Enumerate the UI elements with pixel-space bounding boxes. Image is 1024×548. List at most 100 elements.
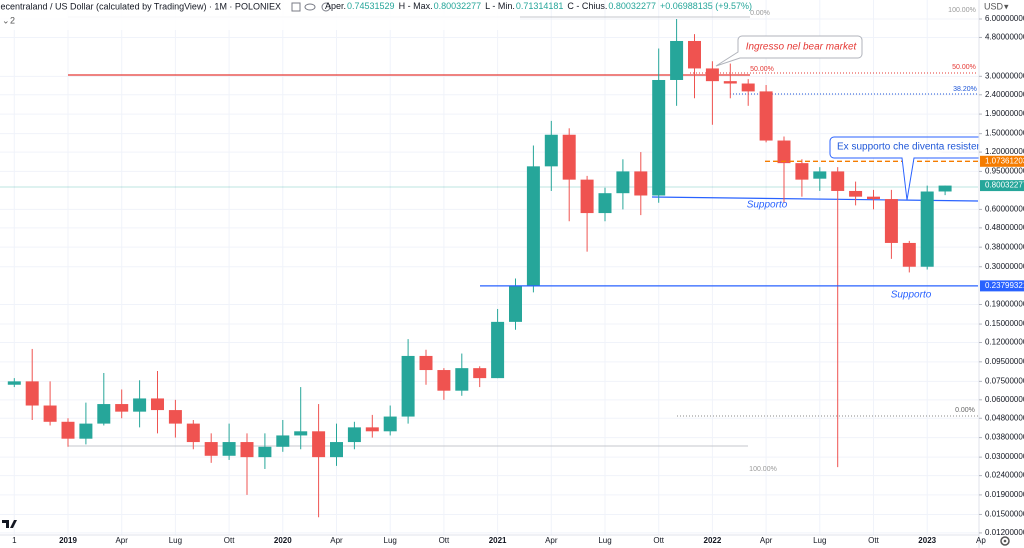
- candle-body: [831, 171, 845, 191]
- currency[interactable]: USD: [984, 1, 1004, 11]
- x-tick-label: Lug: [169, 536, 182, 545]
- x-tick-label: Lug: [384, 536, 397, 545]
- candle-body: [491, 321, 505, 379]
- fib-label: 100.00%: [948, 7, 976, 14]
- annotation: Supporto: [891, 290, 932, 301]
- candle-body: [437, 370, 451, 391]
- candle-body: [705, 68, 719, 82]
- candle-body: [938, 185, 952, 192]
- candle-body: [884, 199, 898, 243]
- icon[interactable]: [291, 2, 301, 12]
- y-tick-label: 0.09500000: [985, 357, 1024, 366]
- x-tick-label: 2020: [274, 536, 292, 545]
- pane-toggle[interactable]: ⌄: [2, 15, 10, 25]
- y-tick-label: 0.07500000: [985, 376, 1024, 385]
- x-tick-label: Ap: [976, 536, 986, 545]
- icon[interactable]: [304, 3, 316, 11]
- ohlc-item: L - Min.: [485, 1, 515, 11]
- candle-body: [849, 190, 863, 197]
- candle-body: [168, 410, 182, 424]
- y-tick-label: 0.01500000: [985, 510, 1024, 519]
- x-tick-label: 1: [12, 536, 17, 545]
- ohlc-item: +0.06988135 (+9.57%): [660, 1, 752, 11]
- price-badge-label: 1.07361203: [985, 156, 1024, 165]
- candle-body: [526, 166, 540, 286]
- gear-icon[interactable]: [1003, 539, 1007, 543]
- x-tick-label: Ott: [224, 536, 235, 545]
- tradingview-logo: [2, 520, 17, 528]
- currency-toggle[interactable]: ▾: [1004, 1, 1009, 11]
- candle-body: [115, 404, 129, 412]
- x-tick-label: 2023: [918, 536, 936, 545]
- x-tick-label: Ott: [653, 536, 664, 545]
- x-tick-label: Ott: [868, 536, 879, 545]
- ohlc-item: H - Max.: [399, 1, 433, 11]
- logo: [2, 520, 17, 528]
- candle-body: [312, 431, 326, 458]
- gear-icon[interactable]: [1000, 536, 1010, 546]
- candle-body: [652, 79, 666, 196]
- pane-count[interactable]: 2: [10, 15, 15, 25]
- candle-body: [330, 442, 343, 458]
- candle-body: [151, 398, 164, 411]
- annotation: Supporto: [747, 200, 788, 211]
- candle-body: [688, 40, 701, 69]
- candle-body: [759, 91, 773, 141]
- y-tick-label: 1.50000000: [985, 129, 1024, 138]
- symbol-title: Decentraland / US Dollar (calculated by …: [0, 1, 281, 11]
- candle-body: [920, 191, 934, 267]
- icon[interactable]: [321, 2, 331, 12]
- candle-body: [562, 134, 576, 180]
- price-badge: [980, 180, 1024, 192]
- y-tick-label: 0.03800000: [985, 433, 1024, 442]
- price-badge-label: 0.23799321: [985, 281, 1024, 290]
- y-tick-label: 0.95000000: [985, 167, 1024, 176]
- candle-body: [186, 423, 200, 443]
- settings[interactable]: [1000, 536, 1010, 546]
- y-tick-label: 0.19000000: [985, 300, 1024, 309]
- candle-body: [258, 446, 272, 458]
- candles: [7, 19, 952, 518]
- candle-body: [741, 83, 755, 92]
- candle-body: [902, 242, 916, 267]
- candle-body: [347, 427, 361, 443]
- price-levels: [480, 160, 978, 287]
- candle-body: [294, 431, 308, 436]
- y-tick-label: 0.12000000: [985, 338, 1024, 347]
- candle-body: [97, 404, 111, 424]
- x-tick-label: Lug: [813, 536, 826, 545]
- ohlc-item: 0.80032277: [608, 1, 656, 11]
- candle-body: [813, 171, 827, 179]
- candle-body: [240, 442, 254, 458]
- candle-body: [25, 381, 39, 406]
- x-tick-label: Apr: [545, 536, 558, 545]
- candle-body: [365, 427, 379, 432]
- x-tick-label: Apr: [330, 536, 343, 545]
- y-tick-label: 0.02400000: [985, 471, 1024, 480]
- y-tick-label: 0.01200000: [985, 528, 1024, 537]
- y-tick-label: 0.03000000: [985, 452, 1024, 461]
- candle-body: [204, 442, 218, 456]
- y-tick-label: 1.20000000: [985, 147, 1024, 156]
- y-tick-label: 6.00000000: [985, 14, 1024, 23]
- candle-body: [544, 134, 558, 167]
- watch-icons[interactable]: [291, 2, 331, 12]
- y-tick-label: 0.38000000: [985, 242, 1024, 251]
- y-tick-label: 0.60000000: [985, 205, 1024, 214]
- candle-body: [7, 381, 21, 385]
- x-tick-label: Lug: [598, 536, 611, 545]
- x-tick-label: 2022: [704, 536, 722, 545]
- y-tick-label: 0.06000000: [985, 395, 1024, 404]
- price-badge: [980, 155, 1024, 167]
- candle-body: [222, 442, 236, 456]
- x-tick-label: Ott: [439, 536, 450, 545]
- fib-label: 100.00%: [749, 466, 777, 473]
- candle-body: [401, 355, 415, 417]
- fib-label: 50.00%: [750, 66, 774, 73]
- candle-body: [61, 421, 75, 439]
- candle-body: [509, 285, 522, 322]
- candle-body: [580, 179, 594, 214]
- fib-label: 38.20%: [953, 86, 977, 93]
